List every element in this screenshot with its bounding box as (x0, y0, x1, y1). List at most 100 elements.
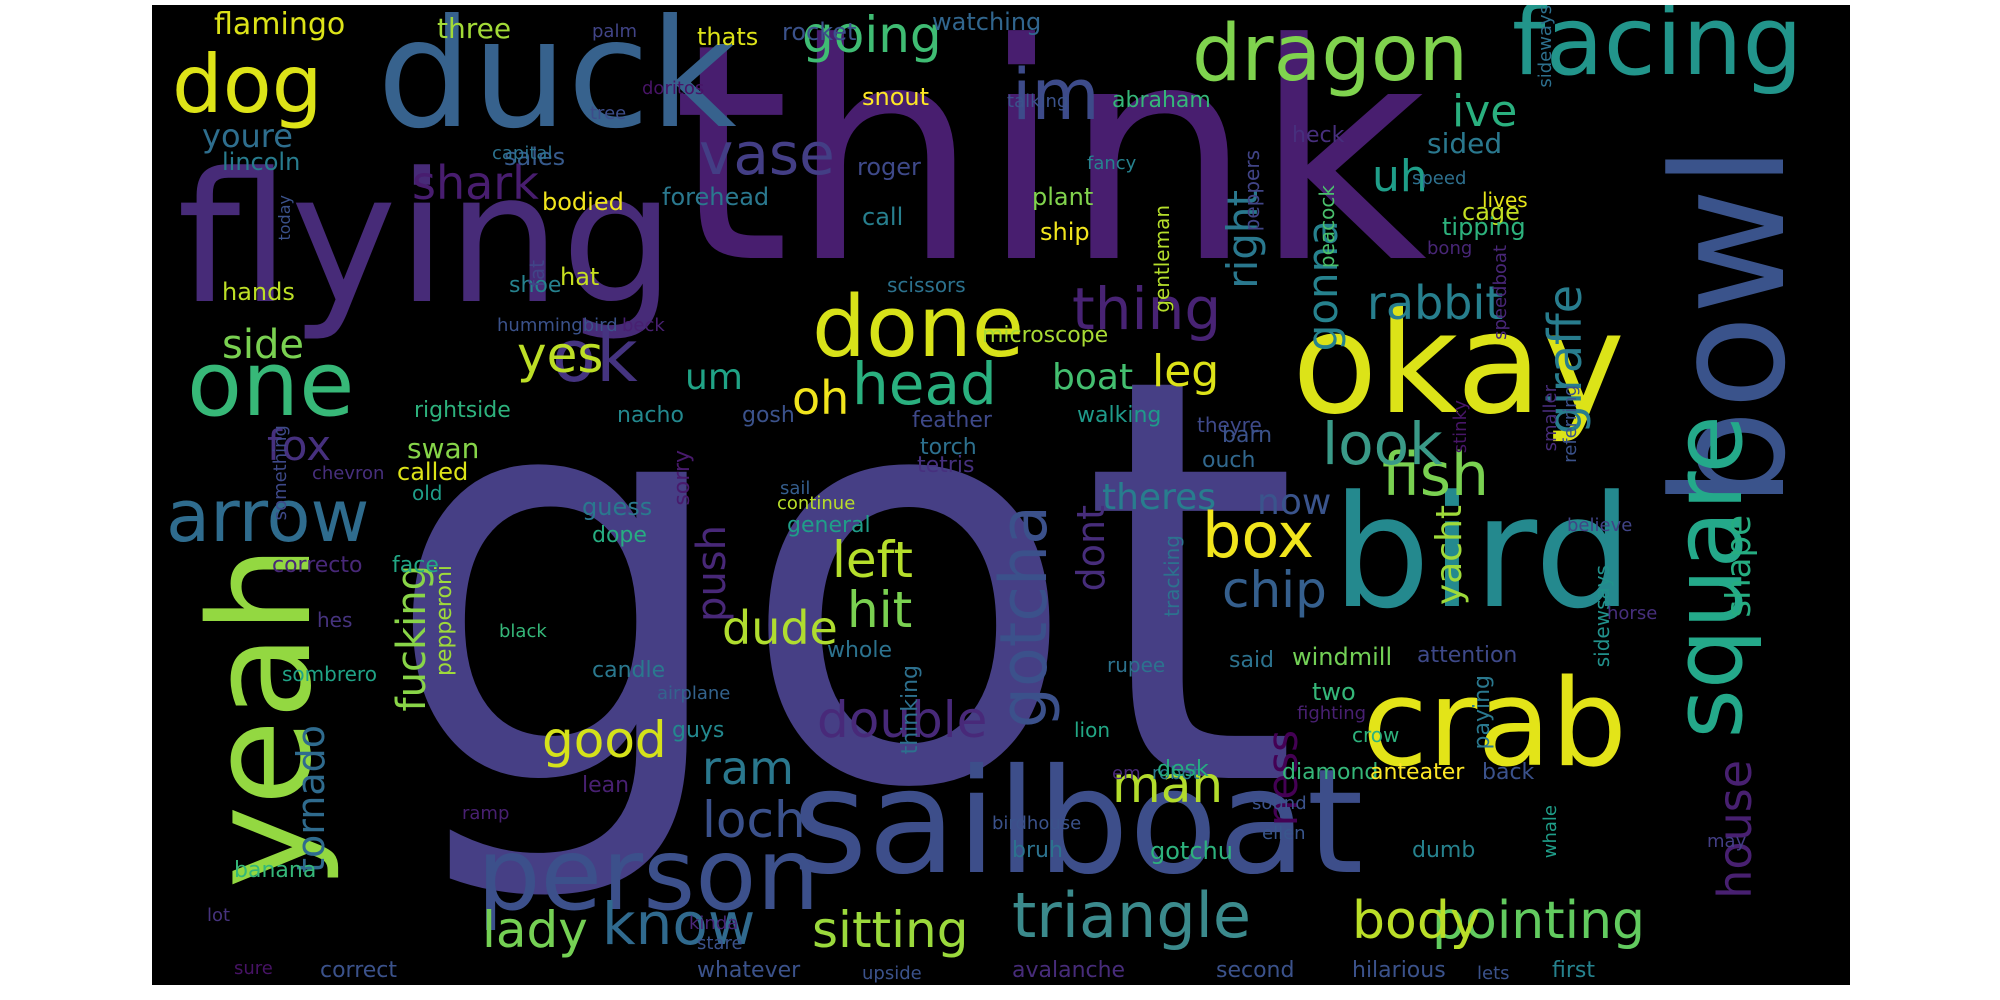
cloud-word-done: done (812, 278, 1025, 377)
cloud-word-general: general (787, 513, 871, 538)
cloud-word-thats: thats (697, 23, 759, 51)
cloud-word-swan: swan (407, 432, 480, 465)
cloud-word-capital: capital (492, 143, 553, 164)
cloud-word-dude: dude (722, 601, 838, 655)
cloud-word-speedboat: speedboat (1490, 245, 1511, 340)
cloud-word-double: double (817, 691, 988, 749)
cloud-word-okay: okay (1292, 283, 1625, 446)
cloud-word-yes: yes (517, 326, 604, 384)
cloud-word-peacock: peacock (1315, 185, 1339, 269)
cloud-word-flamingo: flamingo (214, 7, 346, 42)
cloud-word-fat: fat (525, 260, 549, 288)
cloud-word-beck: beck (622, 315, 665, 336)
cloud-word-correcto: correcto (272, 553, 363, 578)
cloud-word-walking: walking (1077, 403, 1162, 428)
cloud-word-sideways: sideways (1535, 5, 1556, 88)
cloud-word-snout: snout (862, 83, 930, 111)
cloud-word-ship: ship (1040, 218, 1090, 246)
cloud-word-stare: stare (697, 933, 743, 954)
cloud-word-going: going (802, 6, 942, 64)
cloud-word-face: face (392, 553, 439, 578)
cloud-word-forehead: forehead (662, 183, 770, 211)
cloud-word-oh: oh (792, 371, 850, 425)
cloud-word-loch: loch (702, 791, 806, 849)
cloud-word-sitting: sitting (812, 901, 969, 959)
cloud-word-diamond: diamond (1282, 760, 1379, 785)
cloud-word-candle: candle (592, 658, 666, 683)
cloud-word-box: box (1202, 499, 1315, 572)
cloud-word-arrow: arrow (166, 474, 370, 558)
cloud-word-guys: guys (672, 718, 725, 743)
cloud-word-called: called (397, 458, 469, 486)
cloud-word-desk: desk (1157, 757, 1209, 782)
cloud-word-fucking: fucking (389, 565, 435, 712)
cloud-word-whatever: whatever (697, 958, 801, 983)
cloud-word-horse: horse (1607, 603, 1658, 624)
cloud-word-upside: upside (862, 963, 922, 984)
cloud-word-em: em (1112, 763, 1141, 784)
cloud-word-windmill: windmill (1292, 643, 1393, 671)
cloud-word-fish: fish (1382, 440, 1490, 510)
cloud-word-shape: shape (1719, 515, 1759, 618)
cloud-word-facing: facing (1512, 5, 1803, 97)
cloud-word-person: person (477, 816, 820, 933)
cloud-word-birdhouse: birdhouse (992, 813, 1082, 834)
cloud-word-sales: sales (504, 143, 566, 171)
cloud-word-side: side (222, 322, 304, 368)
cloud-word-crow: crow (1352, 723, 1400, 747)
cloud-word-thing: thing (1072, 275, 1222, 343)
cloud-word-dope: dope (592, 523, 647, 548)
cloud-word-pepperoni: pepperoni (432, 565, 457, 677)
cloud-word-gosh: gosh (742, 403, 795, 428)
cloud-word-watching: watching (932, 8, 1042, 36)
cloud-word-said: said (1229, 648, 1275, 673)
cloud-word-fancy: fancy (1087, 153, 1137, 174)
cloud-word-body: body (1352, 891, 1481, 951)
cloud-word-sound: sound (1252, 793, 1307, 814)
cloud-word-push: push (689, 525, 735, 622)
cloud-word-old: old (412, 481, 443, 505)
cloud-word-heck: heck (1292, 123, 1345, 148)
cloud-word-bodied: bodied (542, 188, 624, 216)
cloud-word-rabbit: rabbit (1367, 276, 1504, 330)
cloud-word-banana: banana (234, 858, 317, 883)
cloud-word-something: something (270, 425, 291, 521)
cloud-word-ok: ok (552, 314, 638, 398)
cloud-word-thinking: thinking (898, 665, 923, 755)
cloud-word-duck: duck (377, 5, 737, 162)
cloud-word-second: second (1216, 958, 1295, 983)
cloud-word-good: good (542, 711, 667, 769)
cloud-word-dont: dont (1069, 505, 1113, 592)
cloud-word-sure: sure (234, 958, 273, 979)
cloud-word-dragon: dragon (1192, 9, 1469, 99)
cloud-word-scissors: scissors (887, 273, 966, 297)
cloud-word-sailboat: sailboat (792, 738, 1364, 907)
cloud-word-house: house (1708, 760, 1762, 899)
cloud-word-pointing: pointing (1432, 891, 1646, 951)
cloud-word-roger: roger (857, 153, 921, 181)
cloud-word-plant: plant (1032, 183, 1094, 211)
cloud-word-ram: ram (702, 741, 794, 795)
cloud-word-head: head (852, 350, 997, 418)
cloud-word-crab: crab (1362, 655, 1628, 794)
cloud-word-um: um (685, 357, 743, 398)
cloud-word-anteater: anteater (1370, 760, 1465, 785)
cloud-word-chip: chip (1222, 561, 1327, 619)
cloud-word-whale: whale (1540, 805, 1561, 859)
cloud-word-whole: whole (827, 638, 893, 663)
cloud-word-lives: lives (1482, 188, 1528, 212)
cloud-word-speed: speed (1412, 168, 1467, 189)
cloud-word-gotchu: gotchu (1150, 837, 1233, 865)
cloud-word-youre: youre (202, 117, 293, 155)
cloud-word-lincoln: lincoln (222, 148, 301, 176)
cloud-word-got: got (382, 259, 1300, 911)
cloud-word-fighting: fighting (1297, 703, 1367, 724)
cloud-word-fox: fox (267, 421, 332, 470)
cloud-word-tornado: tornado (289, 725, 333, 873)
cloud-word-avalanche: avalanche (1012, 958, 1126, 983)
cloud-word-tracking: tracking (1160, 535, 1184, 617)
cloud-word-first: first (1552, 958, 1595, 983)
cloud-word-microscope: microscope (982, 323, 1109, 348)
cloud-word-im: im (1012, 54, 1100, 136)
cloud-word-sorry: sorry (670, 450, 695, 506)
